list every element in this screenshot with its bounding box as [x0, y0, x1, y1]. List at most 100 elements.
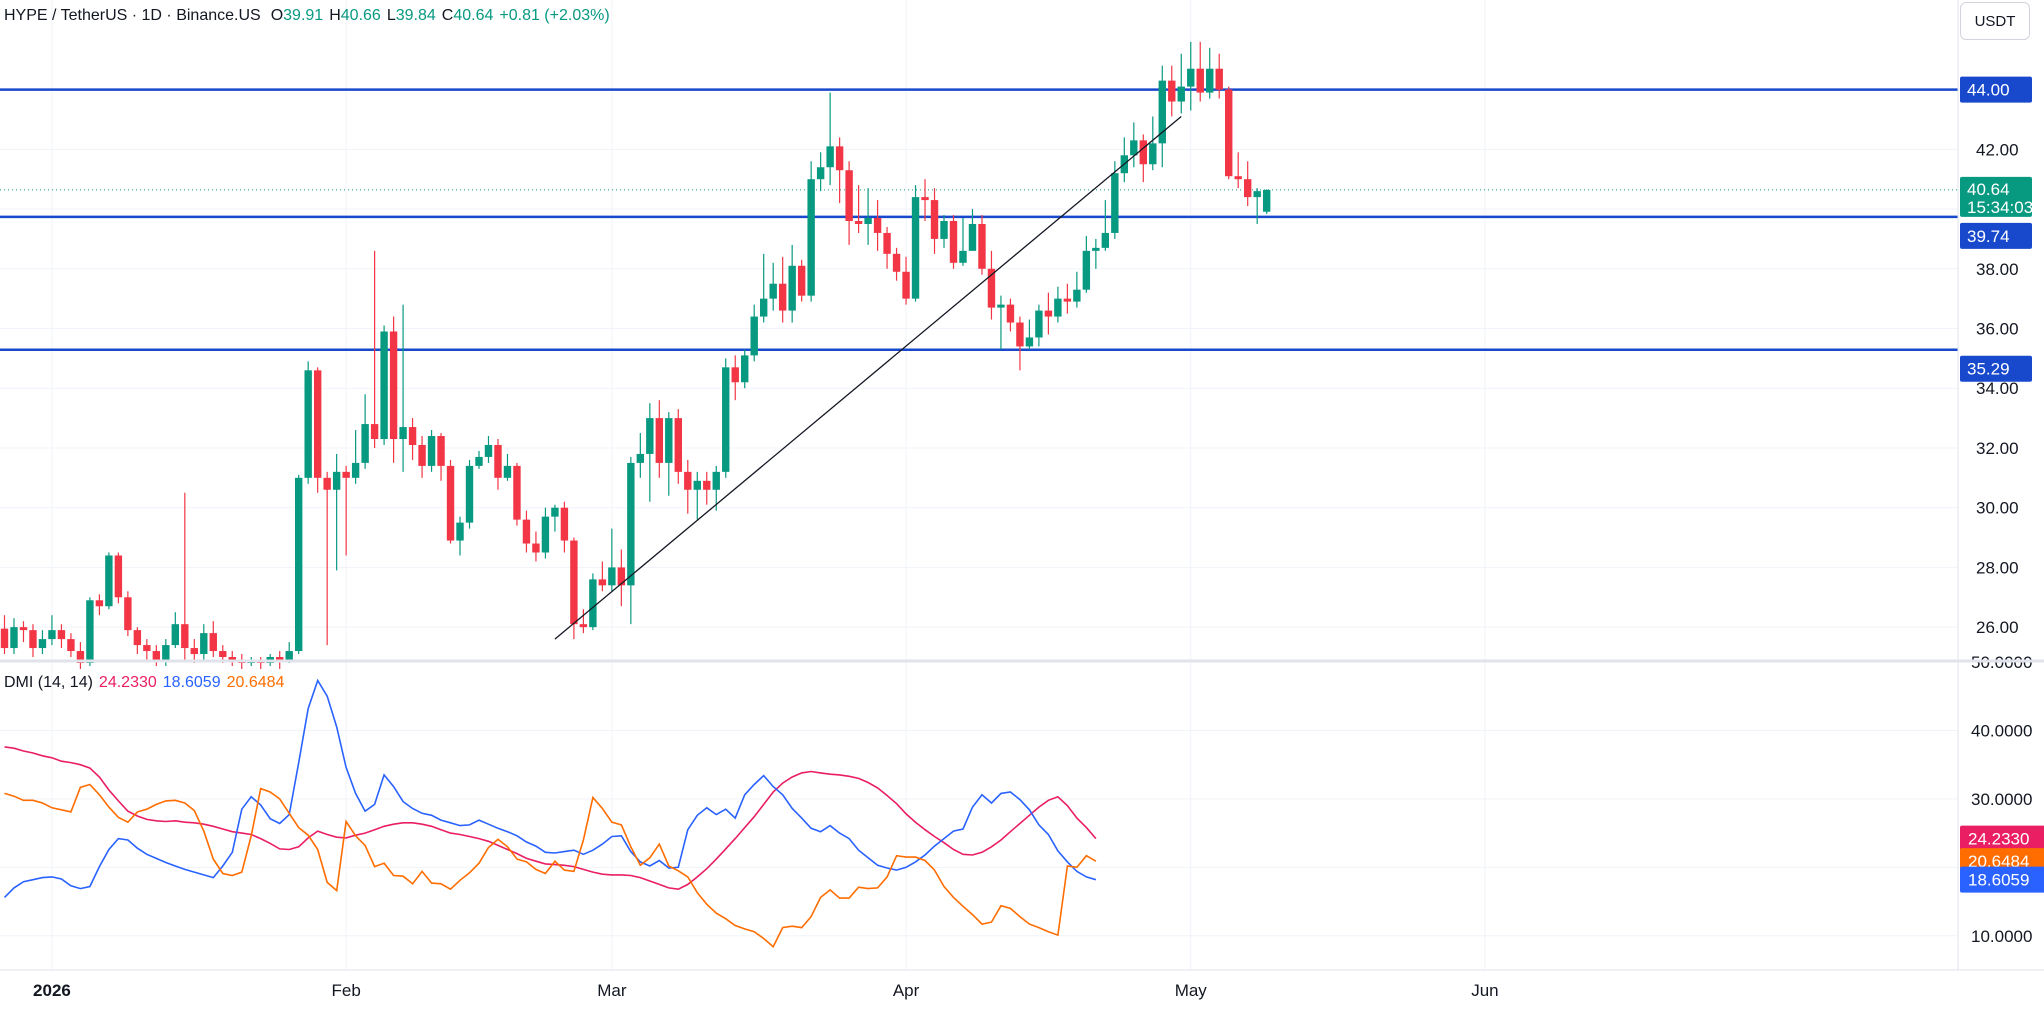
minus-di-value: 20.6484 [226, 674, 285, 691]
candle-body [608, 567, 616, 586]
candlesticks [0, 41, 1271, 669]
candle-body [1006, 304, 1015, 323]
dmi-series-adx [4, 746, 1097, 891]
candle [399, 304, 407, 472]
candle-body [1215, 68, 1223, 90]
candle [797, 259, 806, 302]
candle-body [1177, 86, 1185, 102]
candle [674, 409, 682, 484]
candle [48, 615, 56, 646]
candle [1044, 292, 1053, 335]
candle [10, 618, 18, 655]
candle-body [351, 462, 360, 478]
candle [760, 253, 768, 323]
candle [940, 215, 948, 248]
time-tick-label: Jun [1471, 981, 1498, 1000]
candle [997, 295, 1005, 350]
candle [456, 516, 464, 556]
candle-body [1243, 179, 1252, 198]
candle-body [1054, 298, 1062, 317]
candle [608, 528, 616, 592]
candle [503, 453, 512, 481]
candle [0, 615, 9, 655]
grid [0, 0, 1958, 970]
candle-body [380, 331, 388, 440]
countdown-text: 15:34:03 [1967, 198, 2033, 217]
candle-body [114, 555, 123, 598]
candle-body [105, 555, 113, 607]
candle [684, 459, 692, 514]
candle [522, 510, 531, 553]
candle-body [1044, 310, 1053, 317]
candle-body [560, 507, 569, 541]
candle [209, 621, 217, 658]
candle [598, 561, 607, 592]
candle [475, 450, 483, 469]
level-tag-bg [1960, 355, 2032, 382]
candle [551, 504, 559, 532]
candle-body [731, 367, 739, 383]
dmi-value-tag-bg [1960, 866, 2044, 893]
level-tag: 39.74 [1960, 222, 2032, 249]
candle [959, 218, 967, 266]
candle [105, 552, 113, 610]
candle [380, 325, 388, 445]
candle [323, 471, 331, 646]
dmi-legend: DMI (14, 14) 24.2330 18.6059 20.6484 [4, 674, 290, 692]
candle [807, 161, 815, 302]
candle [921, 179, 929, 221]
candle-body [484, 444, 493, 457]
candle-body [494, 444, 502, 478]
candle [646, 403, 654, 502]
candle-body [968, 223, 977, 251]
candle-body [48, 630, 56, 640]
candle [864, 188, 872, 245]
candle [389, 316, 398, 463]
candle-body [162, 645, 170, 660]
candle [570, 537, 578, 640]
candle [589, 573, 597, 631]
candle-body [285, 651, 293, 660]
candle [1215, 53, 1223, 99]
candle-body [1253, 191, 1261, 198]
close-value: 40.64 [453, 7, 494, 24]
candle-body [503, 465, 512, 478]
candle-body [959, 250, 967, 263]
candle-body [722, 367, 730, 472]
candle [1196, 41, 1204, 102]
candle-body [816, 167, 825, 180]
horizontal-levels[interactable] [0, 88, 1958, 351]
candle [38, 630, 47, 655]
price-tick-label: 42.00 [1976, 140, 2019, 159]
trend-line[interactable] [554, 115, 1182, 640]
candle-body [646, 418, 654, 454]
candle-body [883, 232, 891, 254]
candle [351, 430, 360, 484]
candle-body [1234, 176, 1242, 180]
dmi-title[interactable]: DMI (14, 14) [4, 674, 93, 691]
plus-di-value: 18.6059 [162, 674, 221, 691]
dmi-value-tag-bg [1960, 825, 2044, 852]
candle [171, 612, 180, 649]
candle-body [304, 370, 312, 478]
candle-body [693, 480, 701, 490]
candle-body [38, 639, 47, 649]
candle [949, 215, 958, 269]
trendline-segment [554, 115, 1182, 640]
candle-body [551, 507, 559, 517]
price-tick-label: 36.00 [1976, 320, 2019, 339]
candle [769, 262, 777, 311]
candle-body [854, 220, 863, 224]
currency-selector[interactable]: USDT [1960, 2, 2030, 40]
candle [1092, 238, 1100, 269]
symbol-title[interactable]: HYPE / TetherUS · 1D · Binance.US [4, 7, 261, 24]
candle-body [133, 630, 142, 646]
candle-body [760, 298, 768, 317]
candle-body [361, 424, 369, 463]
candle [1158, 65, 1166, 168]
candle-body [807, 179, 815, 296]
